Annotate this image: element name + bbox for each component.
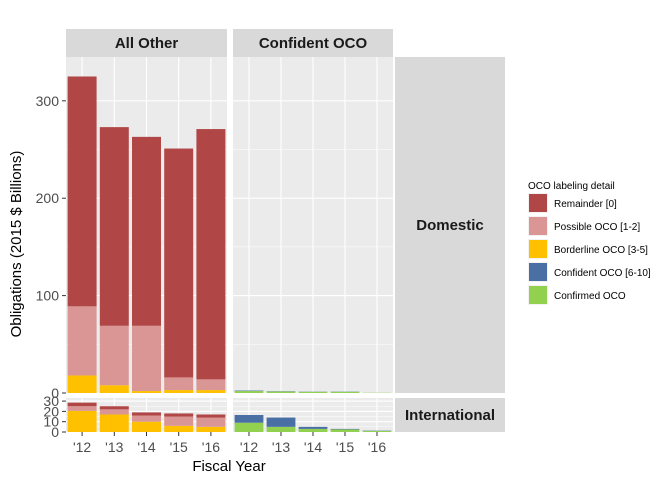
column-strip-label: All Other [115, 35, 179, 52]
bar-segment-borderline-16 [196, 426, 226, 432]
bar-segment-remainder-13 [99, 406, 129, 410]
bar-segment-confirmed-14 [298, 391, 328, 393]
legend: OCO labeling detail Remainder [0] Possibl… [528, 181, 651, 305]
legend-label: Remainder [0] [554, 199, 617, 210]
legend-label: Borderline OCO [3-5] [554, 245, 648, 256]
y-tick-label: 300 [36, 93, 60, 109]
bar-segment-confirmed-15 [330, 429, 360, 432]
panels-layer [66, 57, 393, 433]
legend-label: Possible OCO [1-2] [554, 222, 640, 233]
y-tick-label: 0 [51, 385, 59, 401]
bar-segment-borderline-12 [67, 410, 97, 432]
column-strip-background [66, 29, 227, 57]
bar-segment-remainder-15 [164, 148, 194, 378]
legend-item-confirmed: Confirmed OCO [528, 285, 626, 305]
legend-item-borderline: Borderline OCO [3-5] [528, 239, 648, 259]
panel-confident-oco-domestic [233, 57, 393, 394]
bar-segment-remainder-14 [132, 412, 161, 416]
bar-segment-borderline-16 [196, 390, 226, 393]
y-tick-label: 30 [43, 393, 59, 409]
bar-segment-possible-16 [196, 379, 226, 391]
bar-segment-confident-14 [298, 426, 328, 429]
legend-item-possible: Possible OCO [1-2] [528, 216, 640, 236]
bar-segment-borderline-13 [99, 414, 129, 432]
bar-segment-possible-15 [164, 416, 194, 426]
bar-segment-remainder-15 [164, 413, 194, 417]
bar-segment-confident-13 [266, 417, 296, 427]
bar-segment-borderline-15 [164, 390, 194, 393]
bar-segment-confirmed-16 [362, 430, 392, 432]
bar-segment-borderline-14 [132, 421, 161, 432]
y-axis-title: Obligations (2015 $ Billions) [8, 151, 25, 338]
legend-label: Confirmed OCO [554, 291, 626, 302]
legend-swatch [529, 217, 547, 235]
legend-swatch [529, 286, 547, 304]
bar-segment-confirmed-13 [266, 426, 296, 432]
legend-swatch [529, 263, 547, 281]
panel-all-other-domestic [66, 57, 227, 394]
x-tick-label: '15 [170, 439, 188, 455]
axes-layer: 01002003000102030'12'13'14'15'16'12'13'1… [36, 93, 387, 455]
legend-item-confident: Confident OCO [6-10] [528, 262, 651, 282]
row-strip-background [395, 398, 505, 432]
x-tick-label: '16 [202, 439, 220, 455]
bar-segment-confirmed-12 [234, 391, 264, 393]
legend-label: Confident OCO [6-10] [554, 268, 651, 279]
bar-segment-confirmed-15 [330, 391, 360, 393]
bar-segment-possible-12 [67, 406, 97, 411]
bar-segment-confirmed-14 [298, 428, 328, 432]
x-tick-label: '15 [336, 439, 354, 455]
x-tick-label: '12 [240, 439, 258, 455]
row-strip-label: Domestic [416, 217, 484, 234]
x-tick-label: '13 [272, 439, 290, 455]
column-strip-background [233, 29, 393, 57]
bar-segment-remainder-16 [196, 129, 226, 380]
x-tick-label: '14 [137, 439, 155, 455]
bar-segment-remainder-13 [99, 127, 129, 326]
bar-segment-remainder-12 [67, 402, 97, 407]
bar-segment-confident-12 [234, 415, 264, 423]
bar-segment-borderline-14 [132, 391, 161, 393]
x-tick-label: '13 [105, 439, 123, 455]
bar-segment-borderline-12 [67, 375, 97, 393]
legend-item-remainder: Remainder [0] [528, 193, 617, 213]
x-tick-label: '16 [368, 439, 386, 455]
legend-swatch [529, 194, 547, 212]
panel-confident-oco-international [233, 398, 393, 433]
bar-segment-possible-14 [132, 415, 161, 422]
y-tick-label: 0 [51, 424, 59, 440]
bar-segment-possible-16 [196, 417, 226, 427]
bar-segment-remainder-16 [196, 414, 226, 418]
row-strip-label: International [405, 407, 495, 424]
x-tick-label: '12 [73, 439, 91, 455]
bar-segment-borderline-15 [164, 425, 194, 432]
bar-segment-confirmed-12 [234, 422, 264, 432]
bar-segment-possible-13 [99, 325, 129, 386]
bar-segment-confident-15 [330, 428, 360, 430]
column-strip-label: Confident OCO [259, 35, 368, 52]
y-tick-label: 200 [36, 190, 60, 206]
panel-all-other-international [66, 398, 227, 433]
strips-layer: All Other Confident OCO Domestic Internatio… [66, 29, 505, 432]
bar-segment-remainder-14 [132, 136, 161, 326]
bar-segment-confirmed-13 [266, 391, 296, 393]
x-axis-title: Fiscal Year [192, 458, 265, 475]
bar-segment-possible-15 [164, 377, 194, 391]
bar-segment-possible-12 [67, 306, 97, 376]
y-tick-label: 100 [36, 288, 60, 304]
y-tick-label: 10 [43, 414, 59, 430]
bar-segment-borderline-13 [99, 385, 129, 393]
bar-segment-possible-13 [99, 409, 129, 415]
bar-segment-remainder-12 [67, 76, 97, 307]
x-tick-label: '14 [304, 439, 322, 455]
row-strip-background [395, 57, 505, 393]
legend-swatch [529, 240, 547, 258]
bar-segment-possible-14 [132, 325, 161, 392]
y-tick-label: 20 [43, 403, 59, 419]
legend-title: OCO labeling detail [528, 181, 615, 192]
